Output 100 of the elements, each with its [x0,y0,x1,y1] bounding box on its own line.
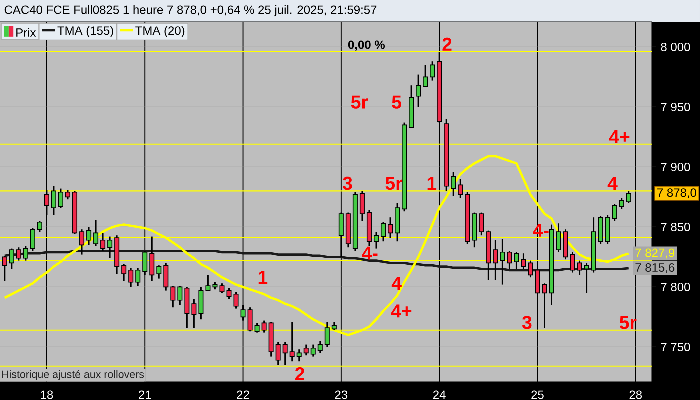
candlestick [128,267,134,288]
y-tick-label: 7 850 [661,222,690,232]
candlestick [521,252,526,270]
data-label: 7 815,6 [636,264,675,274]
candlestick [100,232,106,252]
candlestick [206,274,211,292]
candlestick [240,304,246,322]
x-tick-label: 21 [139,390,152,400]
candlestick [584,262,590,294]
candlestick [142,250,148,276]
candlestick [493,240,498,281]
annotation: 4 [392,277,402,290]
candlestick [2,255,8,282]
candlestick [318,340,323,354]
candlestick [226,288,232,300]
x-tick-label: 22 [237,390,250,400]
candlestick [86,226,92,246]
candlestick [282,342,288,366]
candlestick [430,60,436,82]
candlestick [528,260,534,278]
candlestick [514,252,520,270]
legend-label: TMA (155) [58,26,114,38]
candlestick [338,212,344,258]
candlestick [423,64,428,88]
y-tick-label: 8 000 [661,42,690,52]
candlestick [304,344,309,356]
annotation: 2 [296,367,305,380]
x-tick-label: 24 [434,390,446,400]
annotation: Historique ajusté aux rollovers [2,370,144,380]
candlestick [360,190,365,222]
candlestick [598,216,604,245]
candlestick [290,321,295,362]
annotation: 1 [428,177,437,190]
candlestick [30,228,36,252]
x-tick-label: 28 [630,390,642,400]
candlestick [612,204,618,222]
candlestick [136,267,141,287]
candlestick [234,291,239,310]
legend-label: Prix [16,28,36,37]
annotation: 3 [342,176,352,190]
candlestick [16,246,22,262]
annotation: 5 [392,96,402,109]
candlestick [619,198,624,210]
candlestick [416,74,422,108]
annotation: 4 [608,177,618,190]
candlestick [220,282,225,294]
candlestick [254,322,260,334]
y-tick-label: 7 950 [661,102,690,112]
annotation: 4+ [391,304,412,318]
candlestick [458,178,464,200]
candlestick [507,250,512,270]
candlestick [94,219,99,248]
annotation: 1 [258,271,268,284]
candlestick [122,264,127,282]
candlestick [388,216,393,239]
candlestick [80,228,85,256]
candlestick [577,260,582,276]
candlestick [58,188,64,209]
candlestick [570,252,576,274]
candlestick [37,220,42,233]
y-tick-label: 7 800 [661,282,690,292]
candlestick [605,214,610,245]
legend-label: TMA (20) [136,26,185,38]
candlestick [535,267,540,298]
annotation: 5r [351,96,368,109]
candlestick [542,282,548,329]
candlestick [150,236,155,282]
candlestick [51,186,56,216]
candlestick [198,286,204,320]
x-tick-label: 25 [532,390,544,400]
data-label: 7 827,9 [636,248,675,259]
candlestick [108,236,113,260]
candlestick [556,222,562,254]
candlestick [500,238,506,286]
candlestick [156,264,162,280]
y-tick-label: 7 750 [661,342,690,352]
annotation: 4+ [609,130,630,144]
chart-title: CAC40 FCE Full0825 1 heure 7 878,0 +0,64 % 25 juil. 2025, 21:59:57 [4,5,377,17]
candlestick [380,222,386,242]
candlestick [9,248,14,270]
candlestick [310,344,316,358]
candlestick [296,348,302,362]
annotation: 3 [522,316,532,330]
candlestick [66,189,71,200]
candlestick [626,190,632,204]
x-tick-label: 23 [335,390,348,400]
candlestick [192,298,197,329]
annotation: 2 [442,38,452,51]
candlestick [164,262,169,292]
candlestick [178,285,183,306]
y-tick-label: 7 900 [661,162,690,172]
candlestick [170,285,176,308]
candlestick [262,320,267,334]
annotation: 0,00 % [348,40,386,51]
candlestick [23,246,28,262]
candlestick [248,306,253,332]
candlestick [276,342,281,366]
candlestick [479,212,484,236]
annotation: 4- [362,246,378,260]
x-tick-label: 18 [41,390,54,400]
